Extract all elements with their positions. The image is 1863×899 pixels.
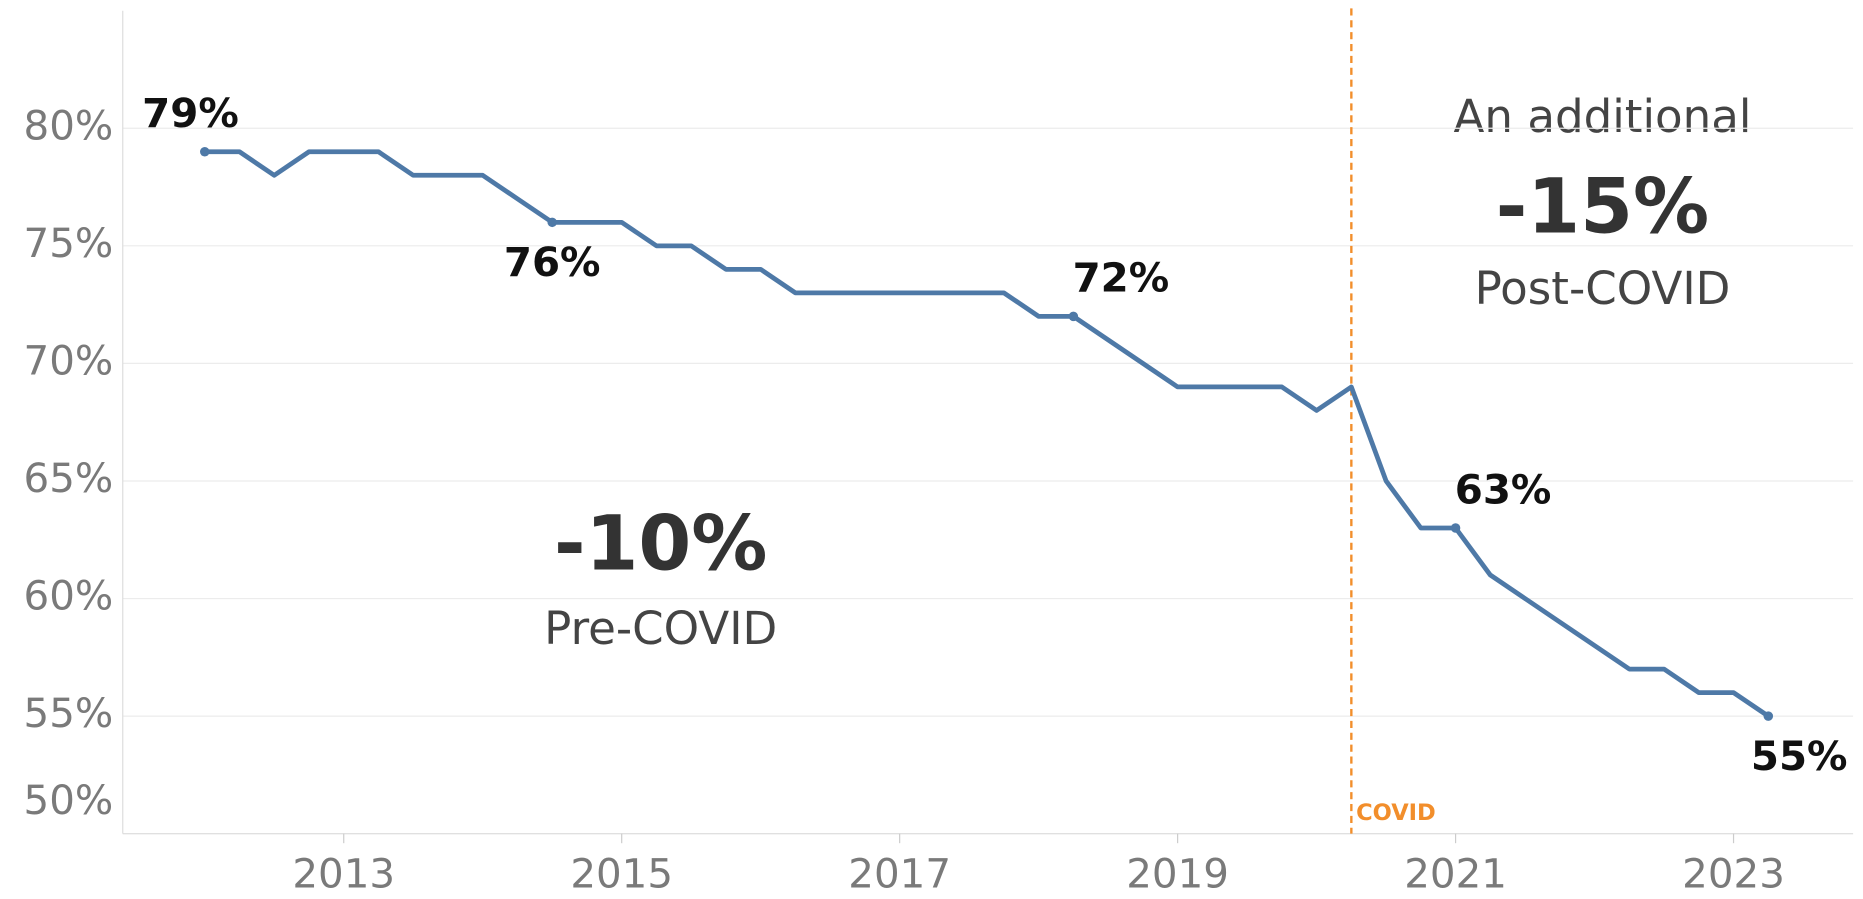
reference-label: COVID <box>1356 800 1436 826</box>
data-label: 72% <box>1073 255 1170 302</box>
y-tick-label: 60% <box>24 573 114 620</box>
x-tick-label: 2015 <box>570 850 673 897</box>
annotation: Post-COVID <box>1475 262 1731 315</box>
y-tick-label: 80% <box>24 102 114 149</box>
data-label: 55% <box>1751 733 1848 780</box>
y-tick-label: 65% <box>24 455 114 502</box>
point <box>547 217 557 228</box>
y-tick-label: 50% <box>24 777 114 824</box>
annotation: Pre-COVID <box>544 602 777 655</box>
data-label: 79% <box>142 90 239 137</box>
point <box>1450 523 1461 533</box>
annotation: -10% <box>554 499 767 588</box>
y-tick-label: 70% <box>24 337 114 384</box>
point <box>1068 311 1079 322</box>
annotation: -15% <box>1496 161 1709 250</box>
annotation: An additional <box>1454 90 1752 143</box>
x-tick-label: 2019 <box>1126 850 1229 897</box>
x-tick-label: 2013 <box>292 850 395 897</box>
data-label: 76% <box>504 239 601 286</box>
x-tick-label: 2021 <box>1404 850 1507 897</box>
x-tick-label: 2017 <box>848 850 951 897</box>
point <box>1763 711 1774 721</box>
line <box>204 149 1770 719</box>
y-tick-label: 55% <box>24 690 114 737</box>
x-tick-label: 2023 <box>1682 850 1785 897</box>
data-label: 63% <box>1455 466 1552 513</box>
y-tick-label: 75% <box>24 220 114 267</box>
point <box>200 147 210 157</box>
